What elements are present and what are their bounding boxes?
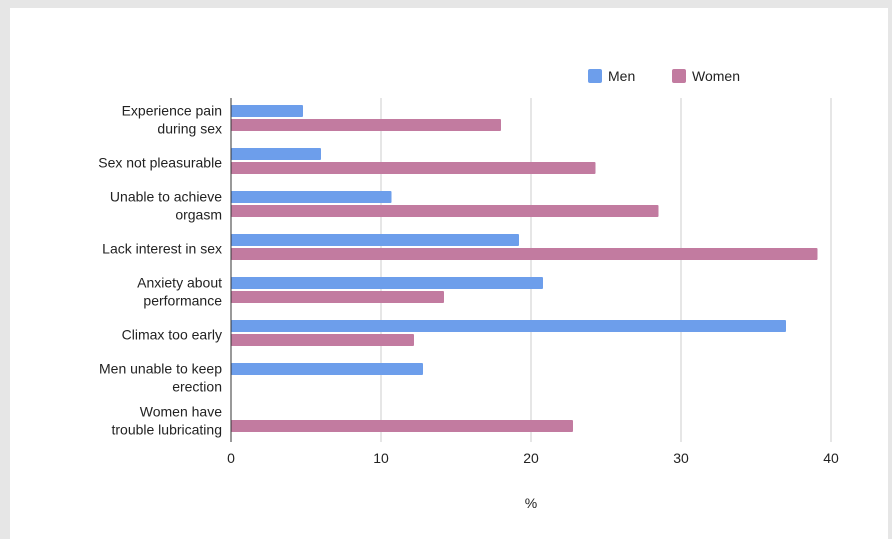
x-axis-title: %	[525, 495, 537, 511]
bar-chart: Experience pain during sex Sex not pleasur…	[98, 68, 839, 511]
category-labels: Experience pain during sex Sex not pleasur…	[98, 103, 222, 438]
bars	[231, 105, 818, 432]
bar-women	[231, 162, 596, 174]
bar-men	[231, 234, 519, 246]
category-label: Sex not pleasurable	[98, 155, 222, 171]
chart-card: Experience pain during sex Sex not pleasur…	[10, 8, 888, 539]
x-tick-label: 20	[523, 450, 539, 466]
category-label: Lack interest in sex	[102, 241, 222, 257]
legend-label: Men	[608, 68, 635, 84]
x-tick-label: 40	[823, 450, 839, 466]
category-label: Climax too early	[122, 327, 222, 343]
category-label: Unable to achieve	[110, 189, 222, 205]
bar-men	[231, 105, 303, 117]
gridlines	[380, 98, 832, 442]
legend-label: Women	[692, 68, 740, 84]
category-label: performance	[143, 293, 222, 309]
category-label: Experience pain	[122, 103, 222, 119]
bar-women	[231, 334, 414, 346]
bar-women	[231, 119, 501, 131]
bar-women	[231, 420, 573, 432]
x-tick-label: 30	[673, 450, 689, 466]
bar-women	[231, 291, 444, 303]
legend: Men Women	[588, 68, 740, 84]
legend-swatch	[588, 69, 602, 83]
bar-women	[231, 248, 818, 260]
bar-men	[231, 320, 786, 332]
bar-women	[231, 205, 659, 217]
x-tick-label: 10	[373, 450, 389, 466]
bar-men	[231, 191, 392, 203]
category-label: orgasm	[175, 207, 222, 223]
category-label: trouble lubricating	[111, 422, 222, 438]
x-tick-label: 0	[227, 450, 235, 466]
category-label: erection	[172, 379, 222, 395]
bar-men	[231, 277, 543, 289]
bar-men	[231, 363, 423, 375]
legend-swatch	[672, 69, 686, 83]
category-label: Women have	[140, 404, 222, 420]
category-label: Anxiety about	[137, 275, 222, 291]
bar-men	[231, 148, 321, 160]
category-label: Men unable to keep	[99, 361, 222, 377]
x-tick-labels: 0 10 20 30 40	[227, 450, 839, 466]
category-label: during sex	[157, 121, 222, 137]
